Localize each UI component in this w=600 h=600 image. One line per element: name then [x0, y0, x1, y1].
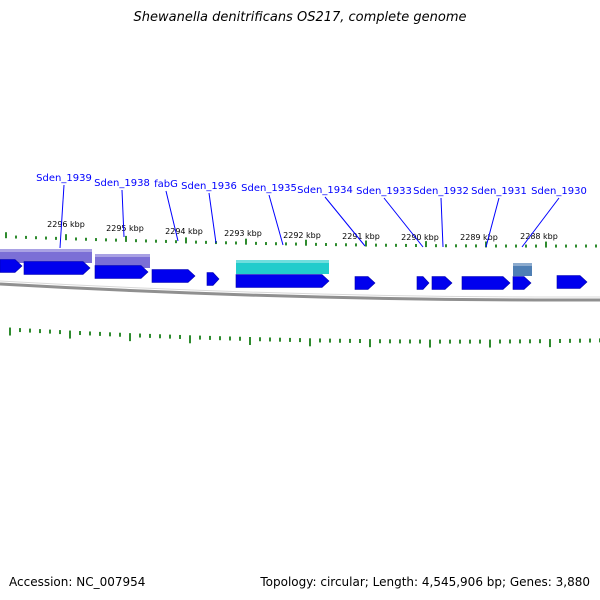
cds-arrow — [556, 275, 588, 289]
cds-track — [0, 259, 588, 290]
accession-label: Accession: NC_007954 — [9, 575, 146, 589]
cds-arrow — [431, 276, 453, 290]
kbp-label: 2291 kbp — [342, 232, 380, 241]
cog-bar-sden1938 — [95, 254, 150, 268]
kbp-label: 2294 kbp — [165, 227, 203, 236]
map-title: Shewanella denitrificans OS217, complete… — [133, 10, 467, 25]
gene-label[interactable]: Sden_1934 — [297, 185, 353, 196]
kbp-label: 2293 kbp — [224, 229, 262, 238]
cog-bar-sden1939 — [0, 249, 92, 263]
genome-backbone — [0, 280, 600, 302]
gene-leader-line — [383, 197, 424, 248]
gene-leader-line — [485, 197, 500, 248]
cds-arrow — [151, 269, 196, 283]
kbp-label: 2296 kbp — [47, 220, 85, 229]
cog-bar-highlight — [513, 263, 532, 266]
gene-leader-line — [268, 194, 284, 246]
cds-arrow — [0, 259, 23, 273]
kbp-label: 2288 kbp — [520, 232, 558, 241]
gene-label[interactable]: Sden_1932 — [413, 186, 469, 197]
kbp-label: 2295 kbp — [106, 224, 144, 233]
gene-labels: Sden_1939 Sden_1938 fabG Sden_1936 Sden_1935… — [36, 173, 587, 249]
cds-arrow — [206, 272, 220, 286]
cds-arrow — [461, 276, 511, 290]
gene-leader-line — [440, 197, 444, 248]
cog-bar-highlight — [236, 260, 329, 263]
cog-bar-sden1930 — [513, 263, 532, 276]
gene-leader-line — [324, 196, 366, 247]
kbp-label: 2289 kbp — [460, 233, 498, 242]
inner-tick-ring — [9, 327, 600, 348]
gene-leader-line — [59, 184, 65, 249]
kbp-label: 2292 kbp — [283, 231, 321, 240]
gene-label[interactable]: Sden_1931 — [471, 186, 527, 197]
cog-bar-highlight — [0, 249, 92, 252]
gene-label[interactable]: Sden_1936 — [181, 181, 237, 192]
backbone-line — [0, 282, 600, 302]
cds-arrow — [94, 265, 149, 279]
gene-leader-line — [165, 190, 179, 242]
cds-arrow — [235, 274, 330, 288]
cds-arrow — [354, 276, 376, 290]
cds-arrow — [416, 276, 430, 290]
gene-leader-line — [521, 197, 560, 248]
gene-leader-line — [121, 189, 125, 238]
gene-label[interactable]: fabG — [154, 179, 178, 190]
gene-leader-line — [208, 192, 217, 244]
cog-bar-highlight — [95, 254, 150, 257]
gene-label[interactable]: Sden_1935 — [241, 183, 297, 194]
genome-summary: Topology: circular; Length: 4,545,906 bp… — [260, 575, 590, 589]
gene-label[interactable]: Sden_1933 — [356, 186, 412, 197]
kbp-label: 2290 kbp — [401, 233, 439, 242]
cog-bar-sden1935 — [236, 260, 329, 274]
cds-arrow — [23, 261, 91, 275]
gene-label[interactable]: Sden_1930 — [531, 186, 587, 197]
kbp-labels: 2296 kbp 2295 kbp 2294 kbp 2293 kbp 2292 kbp… — [47, 220, 558, 242]
backbone-highlight — [0, 280, 600, 298]
gene-label[interactable]: Sden_1938 — [94, 178, 150, 189]
cds-arrow — [512, 276, 532, 290]
gene-label[interactable]: Sden_1939 — [36, 173, 92, 184]
cog-feature-track — [0, 249, 532, 276]
